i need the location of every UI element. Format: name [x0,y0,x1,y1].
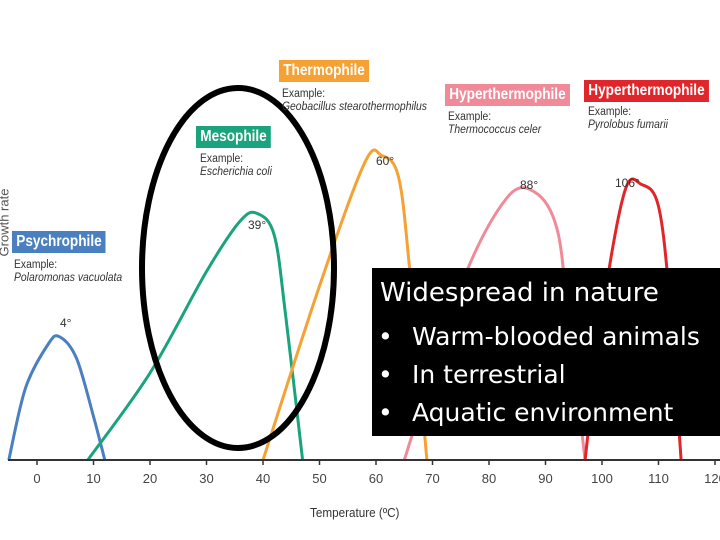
series-label-mesophile: Mesophile [196,126,271,148]
example-heading: Example: [200,153,244,165]
series-label-hyperthermophile-2: Hyperthermophile [584,80,709,102]
x-axis-title: Temperature (ºC) [310,505,400,520]
callout-title: Widespread in nature [380,278,659,308]
series-label-psychrophile: Psychrophile [12,231,106,253]
x-tick-label: 30 [199,471,213,486]
x-tick-label: 50 [312,471,326,486]
x-axis: 0 10 20 30 40 50 60 70 80 90 100 110 120 [8,459,720,486]
callout-item: • Aquatic environment [378,394,700,432]
example-heading: Example: [588,106,632,118]
x-tick-label: 70 [425,471,439,486]
mesophile-highlight-ellipse [139,85,337,451]
series-line-psychrophile-0 [7,334,107,461]
example-species: Polaromonas vacuolata [14,272,123,284]
example-heading: Example: [448,111,492,123]
example-heading: Example: [14,259,58,271]
x-tick-label: 120 [704,471,720,486]
series-label-hyperthermophile-1: Hyperthermophile [445,84,570,106]
x-tick-label: 20 [143,471,157,486]
x-tick-label: 80 [482,471,496,486]
y-axis-title: Growth rate [0,188,12,257]
callout-item: • In terrestrial [378,356,700,394]
series-example-mesophile: Example: Escherichia coli [200,153,272,179]
example-species: Geobacillus stearothermophilus [282,101,427,113]
callout-list: • Warm-blooded animals • In terrestrial • A… [378,318,700,432]
x-tick-label: 60 [369,471,383,486]
series-line-mesophile-1 [86,210,305,461]
callout-item: • Warm-blooded animals [378,318,700,356]
series-example-hyperthermophile-2: Example: Pyrolobus fumarii [588,106,668,132]
series-example-hyperthermophile-1: Example: Thermococcus celer [448,111,541,137]
example-heading: Example: [282,88,326,100]
series-example-thermophile: Example: Geobacillus stearothermophilus [282,88,427,114]
peak-label-thermophile: 60° [376,154,395,168]
peak-label-hyperthermophile-1: 88° [520,178,539,192]
example-species: Thermococcus celer [448,124,542,136]
bullet-icon: • [378,360,393,389]
x-tick-label: 110 [648,471,669,486]
x-tick-label: 40 [256,471,270,486]
bullet-icon: • [378,398,393,427]
x-tick-label: 90 [538,471,552,486]
callout-item-text: Warm-blooded animals [412,322,700,351]
x-tick-label: 0 [33,471,40,486]
series-example-psychrophile: Example: Polaromonas vacuolata [14,259,122,285]
callout-item-text: In terrestrial [412,360,566,389]
peak-label-mesophile: 39° [248,218,267,232]
peak-label-hyperthermophile-2: 106° [615,176,640,190]
example-species: Pyrolobus fumarii [588,119,668,131]
peak-label-psychrophile: 4° [60,316,72,330]
callout-item-text: Aquatic environment [412,398,674,427]
example-species: Escherichia coli [200,166,272,178]
x-tick-label: 10 [86,471,100,486]
x-tick-label: 100 [591,471,613,486]
callout-box: Widespread in nature • Warm-blooded anima… [372,268,720,436]
bullet-icon: • [378,322,393,351]
series-label-thermophile: Thermophile [279,60,370,82]
